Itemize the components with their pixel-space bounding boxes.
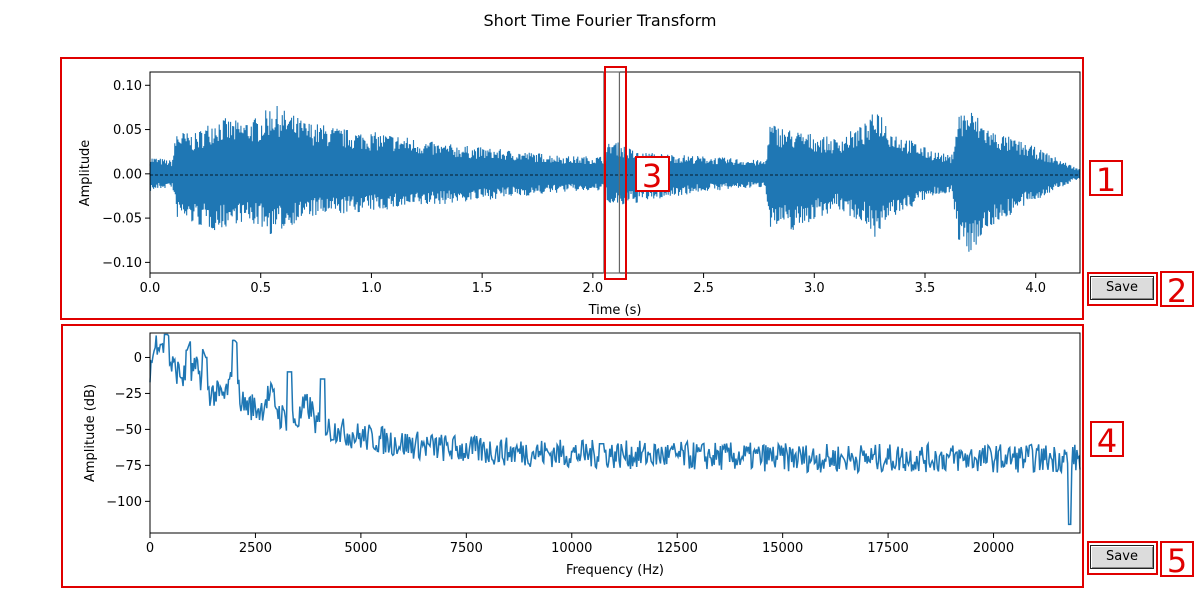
spectrum-y-axis-label: Amplitude (dB) [83,384,98,482]
y-tick-label: 0 [134,351,142,366]
waveform-y-ticks: −0.10 −0.05 0.00 0.05 0.10 [102,79,150,271]
x-tick-label: 12500 [657,541,698,556]
waveform-series-group [149,106,1081,252]
spectrum-x-ticks: 0 2500 5000 7500 10000 12500 15000 17500 20000 [146,533,1014,556]
waveform-y-axis-label: Amplitude [78,140,93,207]
figure-title: Short Time Fourier Transform [484,11,717,30]
x-tick-label: 1.5 [472,281,493,296]
callout-number-2: 2 [1167,272,1187,310]
y-tick-label: 0.10 [113,79,142,94]
y-tick-label: 0.05 [113,123,142,138]
callout-box-spectrum [61,324,1084,588]
x-tick-label: 5000 [344,541,377,556]
x-tick-label: 0.0 [140,281,161,296]
callout-label-1: 1 [1089,160,1123,199]
spectrum-axes-frame [149,332,1081,534]
x-tick-label: 3.5 [915,281,936,296]
callout-label-3: 3 [635,156,670,195]
spectrum-plot: 0 2500 5000 7500 10000 12500 15000 17500 20000 −… [83,332,1081,578]
x-tick-label: 7500 [450,541,483,556]
y-tick-label: −75 [115,459,142,474]
x-tick-label: 20000 [973,541,1014,556]
x-tick-label: 2.0 [583,281,604,296]
x-tick-label: 15000 [762,541,803,556]
callout-label-5: 5 [1160,541,1194,580]
x-tick-label: 4.0 [1025,281,1046,296]
callout-box-save-1 [1087,272,1158,306]
spectrum-y-ticks: −100 −75 −50 −25 0 [106,351,150,510]
save-waveform-button[interactable]: Save [1090,276,1154,300]
x-tick-label: 1.0 [361,281,382,296]
y-tick-label: −0.05 [102,212,142,227]
y-tick-label: −100 [106,495,142,510]
y-tick-label: −0.10 [102,256,142,271]
waveform-plot: 0.0 0.5 1.0 1.5 2.0 2.5 3.0 3.5 4.0 −0.10 −0.05 0.… [78,71,1081,318]
spectrum-series-line [149,333,1081,526]
x-tick-label: 3.0 [804,281,825,296]
callout-number-4: 4 [1097,422,1117,460]
x-tick-label: 0 [146,541,154,556]
waveform-x-axis-label: Time (s) [588,303,642,318]
x-tick-label: 2500 [239,541,272,556]
x-tick-label: 17500 [867,541,908,556]
callout-number-1: 1 [1096,161,1116,199]
callout-number-5: 5 [1167,542,1187,580]
callout-box-save-2 [1087,541,1158,575]
stft-window-selection[interactable] [603,71,621,274]
waveform-series-line [149,106,1081,252]
y-tick-label: −50 [115,423,142,438]
callout-label-4: 4 [1090,421,1124,460]
waveform-x-ticks: 0.0 0.5 1.0 1.5 2.0 2.5 3.0 3.5 4.0 [140,273,1046,296]
x-tick-label: 0.5 [250,281,271,296]
spectrum-series-group [149,333,1081,526]
x-tick-label: 10000 [551,541,592,556]
x-tick-label: 2.5 [693,281,714,296]
callout-label-2: 2 [1160,271,1194,310]
y-tick-label: 0.00 [113,167,142,182]
save-spectrum-button[interactable]: Save [1090,545,1154,569]
callout-number-3: 3 [642,157,662,195]
callout-box-waveform [60,57,1084,320]
spectrum-x-axis-label: Frequency (Hz) [566,563,664,578]
callout-box-selection [604,66,627,280]
y-tick-label: −25 [115,387,142,402]
